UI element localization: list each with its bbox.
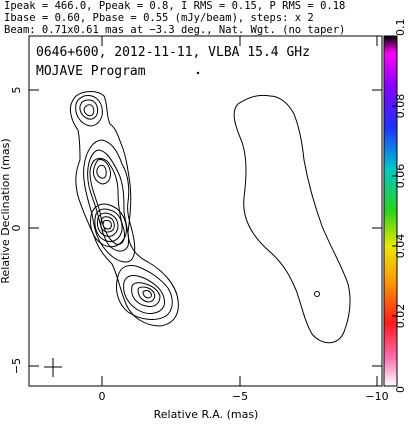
axis-ticks <box>29 36 382 386</box>
x-tick-label: 0 <box>99 390 106 403</box>
noise-dot <box>196 71 200 75</box>
chart-subtitle: MOJAVE Program <box>36 64 146 79</box>
colorbar-frame <box>383 35 398 387</box>
colorbar-ticks <box>392 35 397 387</box>
plot-frame <box>28 35 383 387</box>
x-axis-label: Relative R.A. (mas) <box>154 408 259 421</box>
x-tick-label: −10 <box>365 390 388 403</box>
colorbar-tick-label: 0.04 <box>394 234 407 259</box>
colorbar-tick-label: 0.08 <box>394 94 407 119</box>
colorbar-tick-label: 0 <box>394 386 407 393</box>
y-tick-label: −5 <box>10 358 23 374</box>
chart-title: 0646+600, 2012-11-11, VLBA 15.4 GHz <box>36 45 310 60</box>
colorbar-tick-labels: 0 0.02 0.04 0.06 0.08 0.1 <box>394 19 407 394</box>
colorbar-tick-label: 0.02 <box>394 304 407 329</box>
y-axis-label: Relative Declination (mas) <box>0 138 12 283</box>
colorbar-tick-label: 0.06 <box>394 164 407 189</box>
header-line-2: Ibase = 0.60, Pbase = 0.55 (mJy/beam), s… <box>4 12 314 24</box>
header-line-3: Beam: 0.71x0.61 mas at −3.3 deg., Nat. W… <box>4 24 346 36</box>
intensity-contours <box>69 91 179 327</box>
x-tick-label: −5 <box>232 390 248 403</box>
y-tick-label: 0 <box>10 225 23 232</box>
polarization-contours <box>233 94 351 344</box>
beam-cross <box>44 358 62 377</box>
colorbar-tick-label: 0.1 <box>394 19 407 37</box>
colorbar-gradient <box>384 36 397 386</box>
y-tick-label: 5 <box>10 87 23 94</box>
header-line-1: Ipeak = 466.0, Ppeak = 0.8, I RMS = 0.15… <box>4 0 346 12</box>
